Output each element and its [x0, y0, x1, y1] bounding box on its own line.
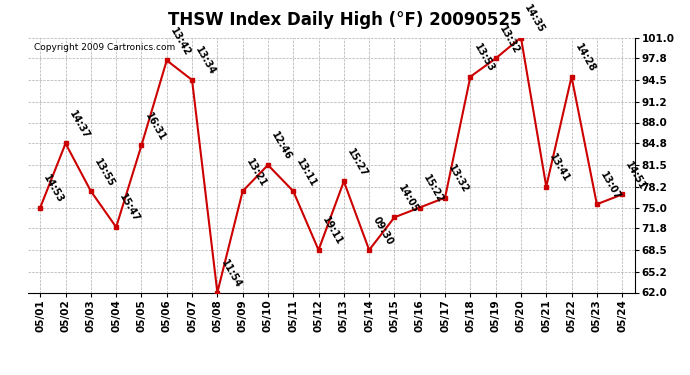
Text: 13:21: 13:21 — [244, 156, 268, 188]
Text: 14:53: 14:53 — [41, 173, 66, 205]
Text: 11:54: 11:54 — [219, 258, 243, 290]
Text: 13:32: 13:32 — [497, 24, 521, 56]
Text: 15:27: 15:27 — [345, 147, 369, 178]
Text: 13:32: 13:32 — [446, 163, 471, 195]
Text: Copyright 2009 Cartronics.com: Copyright 2009 Cartronics.com — [34, 43, 175, 52]
Text: 13:41: 13:41 — [548, 152, 572, 184]
Text: THSW Index Daily High (°F) 20090525: THSW Index Daily High (°F) 20090525 — [168, 11, 522, 29]
Text: 13:42: 13:42 — [168, 26, 193, 58]
Text: 16:31: 16:31 — [143, 111, 167, 142]
Text: 14:35: 14:35 — [522, 3, 546, 35]
Text: 14:05: 14:05 — [396, 183, 420, 214]
Text: 12:46: 12:46 — [269, 130, 293, 162]
Text: 14:37: 14:37 — [67, 109, 91, 141]
Text: 09:30: 09:30 — [371, 215, 395, 247]
Text: 13:34: 13:34 — [193, 45, 217, 77]
Text: 14:28: 14:28 — [573, 42, 597, 74]
Text: 13:53: 13:53 — [472, 42, 496, 74]
Text: 15:47: 15:47 — [117, 192, 141, 224]
Text: 13:11: 13:11 — [295, 156, 319, 188]
Text: 13:07: 13:07 — [598, 170, 622, 201]
Text: 13:55: 13:55 — [92, 156, 117, 188]
Text: 14:51: 14:51 — [624, 160, 648, 192]
Text: 19:11: 19:11 — [320, 215, 344, 247]
Text: 15:22: 15:22 — [421, 173, 445, 205]
